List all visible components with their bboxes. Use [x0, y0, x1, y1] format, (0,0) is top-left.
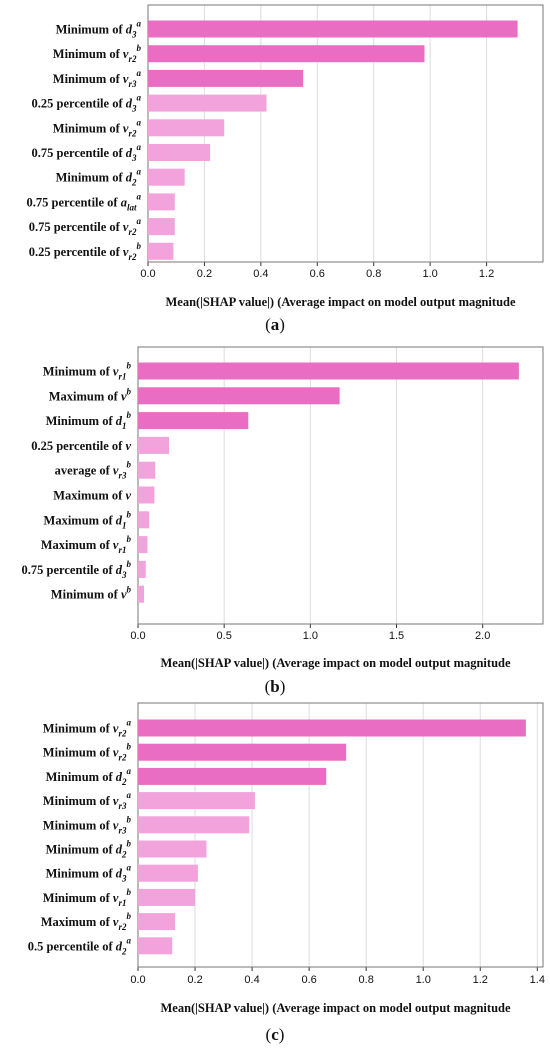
- bar: [148, 69, 304, 87]
- bar: [148, 144, 211, 161]
- x-tick-label: 0.4: [253, 268, 268, 280]
- x-tick-label: 0.0: [140, 268, 155, 280]
- bar: [138, 436, 170, 454]
- plot-frame: [137, 702, 544, 968]
- category-label: 0.75 percentile of alata: [27, 191, 142, 212]
- bar: [138, 486, 155, 504]
- category-label: 0.25 percentile of d3a: [32, 93, 142, 114]
- bar: [138, 913, 176, 931]
- bar: [138, 937, 173, 955]
- category-label: Maximum of vb: [49, 386, 132, 403]
- bar: [138, 888, 196, 906]
- x-tick-label: 0.0: [130, 974, 145, 986]
- bar: [138, 412, 249, 430]
- x-tick-label: 0.2: [187, 974, 202, 986]
- bar: [138, 840, 207, 858]
- x-tick-label: 1.0: [303, 630, 318, 642]
- category-label: Maximum of vr2b: [41, 911, 132, 932]
- category-label: Minimum of vr2b: [43, 742, 132, 763]
- bar: [148, 242, 174, 260]
- category-label: average of vr3b: [55, 460, 132, 481]
- x-tick-label: 0.2: [197, 268, 212, 280]
- x-tick-label: 0.4: [244, 974, 259, 986]
- x-tick-label: 0.6: [310, 268, 325, 280]
- bar: [138, 864, 198, 882]
- chart-panel-b: 0.0 0.5 1.0 1.5 2.0 Minimum of vr1b Maximum of…: [22, 346, 544, 696]
- x-axis-label: Mean(|SHAP value|) (Average impact on mo…: [160, 1001, 511, 1015]
- panel-label: (b): [265, 677, 286, 696]
- category-label: Maximum of vr1b: [41, 534, 132, 555]
- category-label: Maximum of d1b: [44, 509, 132, 530]
- x-tick-label: 0.0: [130, 630, 145, 642]
- category-label: Minimum of vr3a: [43, 790, 132, 811]
- x-tick-label: 0.6: [301, 974, 316, 986]
- category-label: Minimum of vr3b: [43, 814, 132, 835]
- bar: [138, 362, 519, 380]
- x-tick-label: 1.2: [479, 268, 494, 280]
- bar: [138, 536, 148, 554]
- bar: [148, 119, 225, 137]
- x-tick-label: 0.5: [217, 630, 232, 642]
- bar: [138, 767, 327, 785]
- category-label: 0.5 percentile of d2a: [28, 935, 132, 956]
- category-label: Minimum of d3a: [56, 19, 142, 40]
- category-label: Minimum of vr2a: [53, 117, 142, 138]
- category-label: Minimum of d2b: [46, 839, 132, 860]
- x-tick-label: 1.4: [530, 974, 545, 986]
- bar: [148, 168, 185, 186]
- x-axis-label: Mean(|SHAP value|) (Average impact on mo…: [160, 656, 511, 670]
- category-label: Minimum of vb: [51, 585, 132, 602]
- category-label: 0.25 percentile of v: [31, 439, 131, 453]
- x-tick-label: 1.5: [389, 630, 404, 642]
- x-tick-label: 0.8: [366, 268, 381, 280]
- category-label: Minimum of d2a: [46, 766, 132, 787]
- bar: [138, 719, 526, 737]
- bar: [138, 511, 150, 529]
- category-label: Minimum of d1b: [46, 410, 132, 431]
- category-label: 0.75 percentile of d3a: [32, 142, 142, 163]
- category-label: Minimum of d3a: [46, 863, 132, 884]
- bar: [138, 387, 340, 405]
- category-label: Minimum of vr2a: [43, 718, 132, 739]
- category-label: Minimum of d2a: [56, 167, 142, 188]
- bar: [148, 218, 175, 236]
- chart-panel-c: 0.0 0.2 0.4 0.6 0.8 1.0 1.2 1.4 Minimum of vr2a M…: [28, 702, 545, 1044]
- category-label: Minimum of vr1b: [43, 361, 132, 382]
- panel-label: (a): [265, 315, 285, 334]
- x-axis-label: Mean(|SHAP value|) (Average impact on mo…: [165, 295, 516, 309]
- bar: [138, 585, 145, 603]
- panel-label: (c): [266, 1025, 285, 1044]
- plot-frame: [137, 346, 544, 625]
- x-tick-label: 1.0: [422, 268, 437, 280]
- x-tick-label: 1.0: [416, 974, 431, 986]
- x-tick-label: 1.2: [473, 974, 488, 986]
- bar: [148, 45, 425, 63]
- category-label: Maximum of v: [53, 489, 131, 503]
- bar: [148, 94, 267, 112]
- x-tick-label: 0.8: [359, 974, 374, 986]
- chart-panel-a: 0.0 0.2 0.4 0.6 0.8 1.0 1.2 Minimum of d3a Minim…: [27, 4, 544, 334]
- category-label: Minimum of vr1b: [43, 887, 132, 908]
- bar: [148, 193, 175, 211]
- bar: [138, 461, 156, 479]
- category-label: 0.75 percentile of vr2a: [29, 216, 142, 237]
- bar: [138, 792, 255, 810]
- category-label: 0.25 percentile of vr2b: [29, 241, 142, 262]
- bar: [138, 816, 250, 834]
- x-tick-label: 2.0: [475, 630, 490, 642]
- category-label: Minimum of vr2b: [53, 43, 142, 64]
- bar: [138, 743, 347, 761]
- category-label: 0.75 percentile of d3b: [22, 559, 132, 580]
- bar: [138, 560, 146, 578]
- bar: [148, 20, 518, 38]
- category-label: Minimum of vr3a: [53, 68, 142, 89]
